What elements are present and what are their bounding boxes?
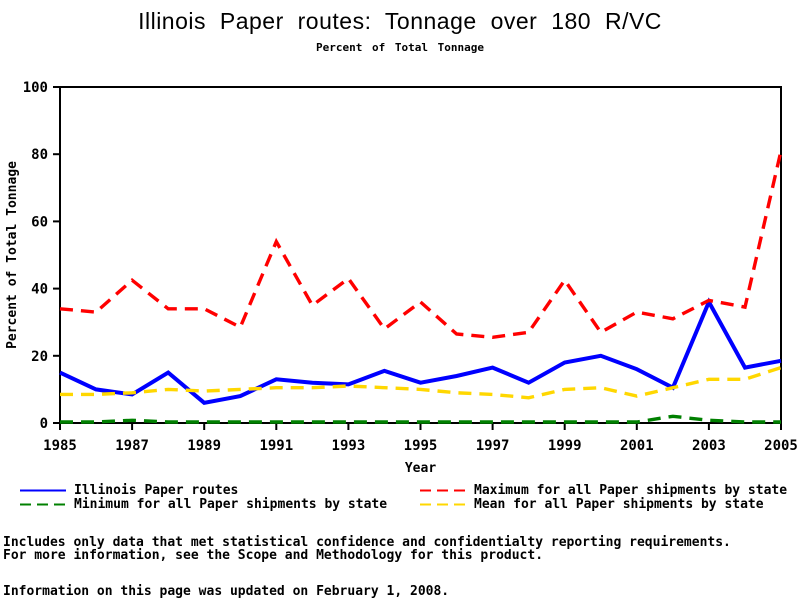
legend-line-sample [420,503,466,505]
series-line-minimum-for-all-paper-shipments-by-state [60,414,781,424]
y-tick-label: 40 [31,282,48,298]
legend-item-maximum-for-all-paper-shipments-by-state: Maximum for all Paper shipments by state [420,482,796,498]
x-tick-label: 1987 [115,438,149,454]
x-tick-label: 1997 [476,438,510,454]
x-tick-label: 2003 [692,438,726,454]
x-tick-label: 1993 [332,438,366,454]
update-notice: Information on this page was updated on … [3,584,450,599]
x-tick-label: 1985 [43,438,77,454]
chart-subtitle: Percent of Total Tonnage [316,41,484,54]
x-tick-label: 2001 [620,438,654,454]
legend-label: Minimum for all Paper shipments by state [74,496,388,512]
legend-line-sample [20,503,66,505]
legend-item-minimum-for-all-paper-shipments-by-state: Minimum for all Paper shipments by state [20,496,420,512]
chart-legend: Illinois Paper routes Maximum for all Pap… [20,482,796,512]
legend-label: Illinois Paper routes [74,482,239,498]
series-line-mean-for-all-paper-shipments-by-state [60,365,782,400]
x-tick-label: 1995 [404,438,438,454]
y-tick-label: 80 [31,147,48,163]
y-axis-label: Percent of Total Tonnage [5,161,20,349]
x-tick-label: 1999 [548,438,582,454]
chart-title: Illinois Paper routes: Tonnage over 180 … [138,8,662,34]
legend-label: Maximum for all Paper shipments by state [474,482,788,498]
footnote-line1: Includes only data that met statistical … [3,535,731,550]
x-tick-label: 2005 [764,438,798,454]
y-tick-label: 20 [31,349,48,365]
y-tick-label: 100 [23,80,48,96]
legend-line-sample [420,489,466,491]
y-tick-label: 60 [31,214,48,230]
series-line-illinois-paper-routes [59,297,782,405]
y-tick-label: 0 [40,416,48,432]
footnote: Includes only data that met statistical … [3,535,731,563]
x-tick-label: 1989 [187,438,221,454]
legend-item-mean-for-all-paper-shipments-by-state: Mean for all Paper shipments by state [420,496,796,512]
x-axis-label: Year [405,461,436,476]
line-chart: 0 20 40 60 80 100 1985 1987 1989 1991 1993 1995 1997… [5,80,798,476]
footnote-line2: For more information, see the Scope and … [3,547,544,563]
legend-line-sample [20,489,66,491]
legend-item-illinois-paper-routes: Illinois Paper routes [20,482,420,498]
series-line-maximum-for-all-paper-shipments-by-state [59,150,783,340]
x-tick-label: 1991 [259,438,293,454]
legend-label: Mean for all Paper shipments by state [474,496,764,512]
